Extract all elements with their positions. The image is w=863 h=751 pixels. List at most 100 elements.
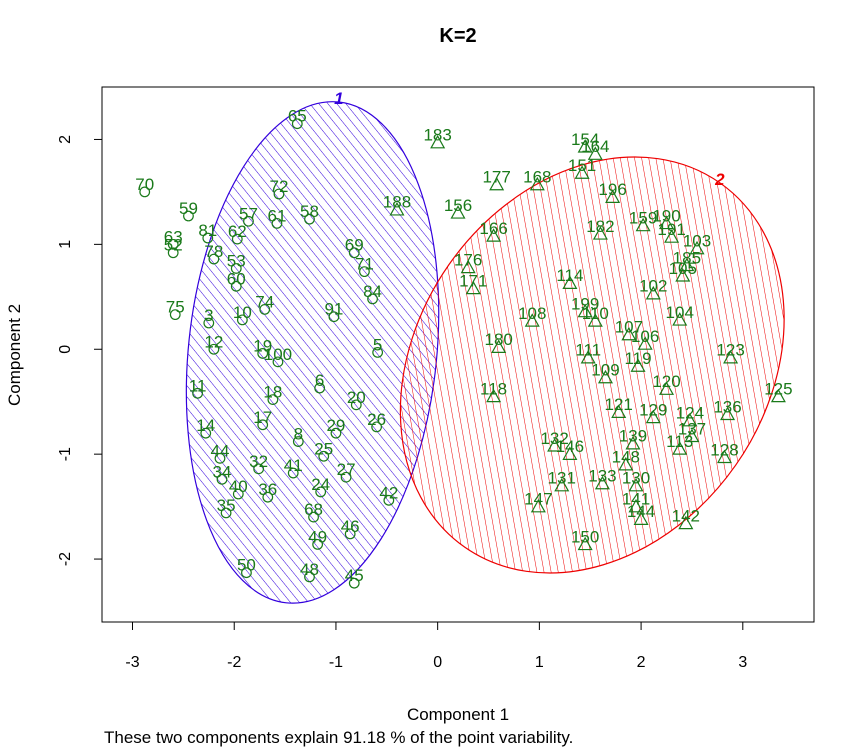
data-point: 180 [484, 330, 513, 353]
data-point: 45 [345, 566, 364, 589]
point-label: 128 [710, 440, 738, 459]
data-point: 168 [523, 168, 552, 191]
point-label: 60 [227, 269, 246, 288]
data-point: 63 [164, 227, 183, 250]
circle-marker [167, 238, 179, 250]
data-point: 144 [627, 502, 655, 525]
point-label: 45 [345, 566, 364, 585]
point-label: 34 [213, 462, 232, 481]
data-point: 84 [363, 282, 382, 305]
y-axis-title: Component 2 [5, 304, 24, 406]
point-label: 150 [571, 527, 599, 546]
triangle-marker [689, 240, 705, 255]
data-point: 106 [631, 327, 659, 350]
circle-marker [230, 263, 242, 274]
circle-marker [292, 436, 304, 447]
data-point: 105 [669, 259, 697, 282]
data-point: 164 [581, 137, 610, 160]
data-point: 132 [540, 429, 569, 452]
data-point: 136 [713, 397, 742, 421]
x-axis: -3 -2 -1 0 1 2 3 [125, 621, 747, 671]
data-point: 40 [229, 477, 248, 500]
data-point: 121 [605, 395, 633, 418]
point-label: 142 [672, 506, 700, 525]
triangle-marker [486, 388, 502, 403]
circle-marker [367, 293, 378, 305]
data-point: 199 [571, 294, 599, 318]
point-label: 154 [571, 130, 599, 149]
data-point: 130 [622, 469, 650, 492]
point-label: 35 [217, 496, 236, 515]
point-label: 40 [229, 477, 248, 496]
point-label: 124 [676, 404, 704, 423]
data-point: 182 [586, 217, 615, 240]
point-label: 41 [284, 456, 303, 475]
circle-marker [208, 343, 220, 355]
data-point: 129 [639, 400, 667, 424]
data-point: 49 [308, 527, 327, 550]
point-label: 123 [716, 341, 744, 360]
point-label: 50 [237, 556, 256, 575]
point-label: 18 [263, 383, 282, 402]
point-label: 6 [315, 371, 324, 390]
circle-marker [257, 348, 269, 359]
circle-marker [304, 213, 315, 225]
data-point: 36 [258, 480, 277, 503]
data-point: 185 [673, 248, 701, 272]
circle-marker [348, 577, 360, 589]
data-point: 124 [676, 404, 704, 427]
circle-marker [203, 317, 215, 329]
x-tick-label: -1 [329, 654, 343, 671]
data-point: 183 [423, 126, 452, 149]
circle-marker [315, 486, 327, 498]
triangle-marker [672, 312, 688, 326]
data-point: 109 [591, 361, 620, 384]
point-label: 27 [337, 460, 356, 479]
triangle-marker [633, 511, 649, 525]
point-label: 63 [164, 227, 183, 246]
point-label: 14 [196, 416, 215, 435]
point-label: 146 [556, 437, 584, 456]
data-point: 91 [324, 300, 343, 323]
data-point: 150 [571, 527, 599, 551]
data-point: 188 [383, 193, 411, 216]
data-point: 166 [479, 219, 508, 242]
circle-marker [220, 507, 232, 519]
point-label: 183 [423, 126, 451, 145]
point-label: 177 [482, 168, 510, 187]
point-label: 176 [454, 250, 482, 269]
data-point: 196 [598, 180, 627, 203]
data-point: 19 [253, 336, 272, 359]
circle-marker [383, 494, 395, 506]
data-point: 50 [237, 556, 256, 579]
point-label: 3 [204, 306, 213, 325]
triangle-marker [675, 268, 691, 282]
triangle-marker [524, 313, 540, 327]
circle-marker [231, 233, 243, 245]
triangle-marker [530, 498, 546, 513]
triangle-marker [577, 139, 593, 153]
data-point: 114 [556, 266, 583, 289]
point-label: 52 [164, 236, 183, 255]
circle-marker [243, 215, 254, 227]
circle-marker [262, 491, 274, 503]
point-label: 190 [652, 206, 680, 225]
data-point: 176 [454, 250, 482, 274]
point-label: 129 [639, 400, 667, 419]
triangle-marker [664, 229, 680, 243]
point-label: 91 [324, 300, 343, 319]
triangle-marker [611, 404, 627, 418]
data-point: 5 [372, 335, 384, 358]
triangle-marker [592, 226, 608, 240]
triangle-marker [562, 446, 578, 460]
data-point: 111 [575, 341, 601, 364]
data-point: 190 [652, 206, 681, 230]
triangle-marker [577, 303, 593, 318]
point-label: 148 [612, 448, 640, 467]
data-point: 137 [678, 419, 706, 443]
data-point: 72 [270, 177, 288, 200]
point-label: 10 [233, 303, 252, 322]
